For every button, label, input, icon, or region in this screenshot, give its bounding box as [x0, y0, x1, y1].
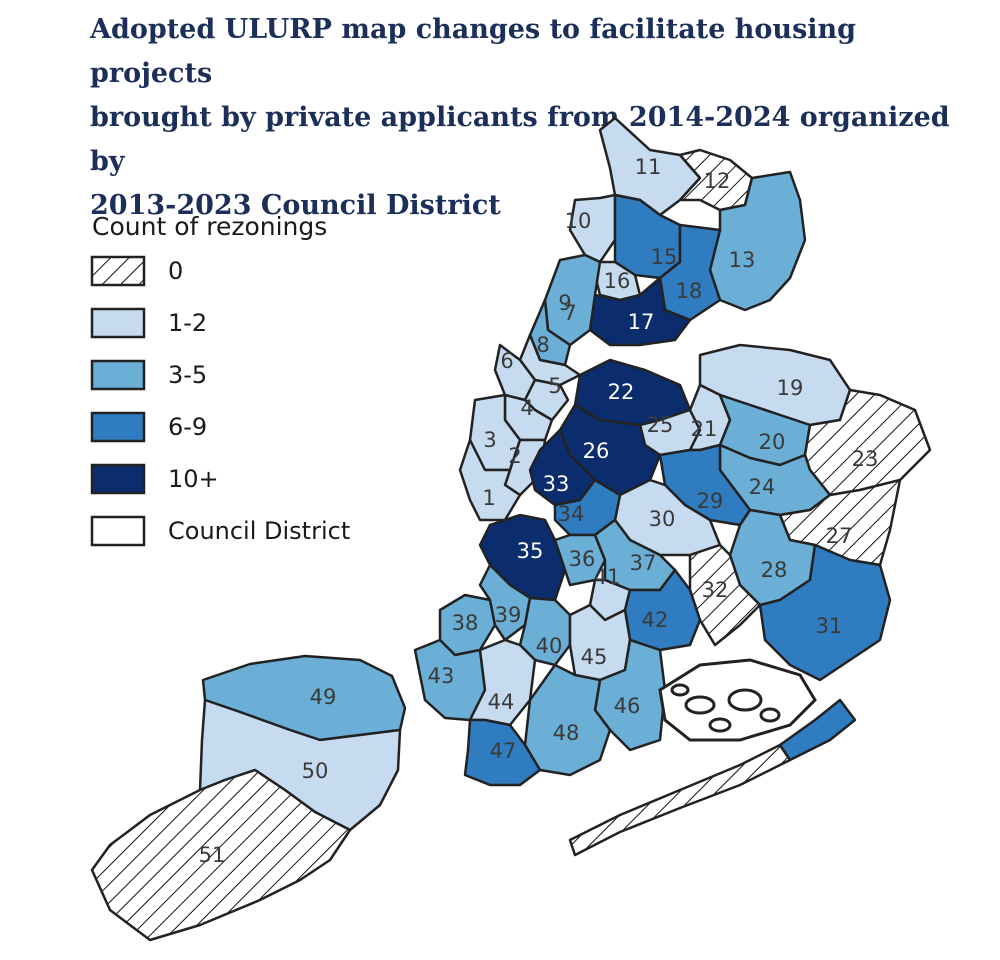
district-label-35: 35	[517, 539, 544, 563]
map-title-line-3: 2013-2023 Council District	[90, 190, 501, 221]
district-label-24: 24	[749, 475, 776, 499]
legend-swatches	[90, 255, 146, 547]
district-label-11: 11	[635, 155, 662, 179]
district-label-47: 47	[490, 739, 517, 763]
legend-text: Count of rezonings 0 1-2 3-5 6-9 10+ Cou…	[92, 212, 350, 545]
district-label-10: 10	[565, 209, 592, 233]
map-title: Adopted ULURP map changes to facilitate …	[90, 8, 970, 228]
district-label-13: 13	[729, 248, 756, 272]
legend-swatch-c1	[90, 307, 146, 339]
district-32-rockaway	[568, 743, 792, 857]
legend-swatch-outline	[90, 515, 146, 547]
district-label-29: 29	[697, 489, 724, 513]
district-label-4: 4	[520, 396, 533, 420]
district-label-50: 50	[302, 759, 329, 783]
district-31	[758, 543, 892, 682]
district-label-6: 6	[500, 349, 513, 373]
district-label-15: 15	[651, 245, 678, 269]
district-label-2: 2	[508, 444, 521, 468]
district-label-7: 7	[563, 301, 576, 325]
district-label-39: 39	[495, 603, 522, 627]
district-17	[588, 276, 692, 347]
district-label-45: 45	[581, 645, 608, 669]
district-label-9: 9	[558, 291, 571, 315]
district-label-8: 8	[536, 333, 549, 357]
district-label-23: 23	[852, 447, 879, 471]
legend-swatch-c2	[90, 359, 146, 391]
district-label-28: 28	[761, 558, 788, 582]
legend-title: Count of rezonings	[92, 212, 327, 241]
district-label-17: 17	[628, 310, 655, 334]
district-label-26: 26	[583, 439, 610, 463]
district-label-27: 27	[826, 524, 853, 548]
district-label-22: 22	[608, 380, 635, 404]
district-label-25: 25	[647, 413, 674, 437]
borough-shapes	[90, 116, 932, 942]
district-label-31: 31	[816, 614, 843, 638]
district-label-37: 37	[630, 551, 657, 575]
district-36	[553, 533, 607, 587]
legend-label-c1: 1-2	[168, 309, 207, 337]
legend-label-outline: Council District	[168, 517, 350, 545]
district-47	[463, 718, 542, 787]
district-31-rockaway	[778, 698, 857, 762]
district-label-32: 32	[702, 578, 729, 602]
legend-label-c2: 3-5	[168, 361, 207, 389]
district-label-48: 48	[553, 721, 580, 745]
district-label-41: 41	[594, 565, 621, 589]
district-label-46: 46	[614, 694, 641, 718]
district-label-33: 33	[543, 472, 570, 496]
map-title-line-2: brought by private applicants from 2014-…	[90, 102, 950, 177]
district-label-38: 38	[452, 611, 479, 635]
district-1	[458, 438, 522, 522]
district-label-16: 16	[604, 269, 631, 293]
district-label-21: 21	[691, 417, 718, 441]
district-label-18: 18	[676, 279, 703, 303]
district-label-1: 1	[482, 486, 495, 510]
district-label-49: 49	[310, 685, 337, 709]
district-label-44: 44	[488, 690, 515, 714]
map-title-line-1: Adopted ULURP map changes to facilitate …	[90, 14, 857, 89]
district-label-42: 42	[642, 608, 669, 632]
district-48	[523, 663, 612, 777]
legend-label-c4: 10+	[168, 465, 219, 493]
legend-swatch-c4	[90, 463, 146, 495]
district-label-19: 19	[777, 376, 804, 400]
jamaica-bay-marshes	[658, 658, 817, 742]
district-label-30: 30	[649, 507, 676, 531]
district-44	[468, 638, 537, 727]
district-labels: 1 2 3 4 5 6 7 8 9 10 11 12 13 15 16 17 1…	[199, 155, 879, 867]
district-10	[568, 193, 617, 264]
legend-label-c0: 0	[168, 257, 183, 285]
legend-swatch-c3	[90, 411, 146, 443]
district-label-36: 36	[569, 547, 596, 571]
district-51	[90, 768, 352, 942]
district-label-5: 5	[548, 374, 561, 398]
district-label-40: 40	[536, 634, 563, 658]
legend-swatch-c0	[90, 255, 146, 287]
district-label-20: 20	[759, 430, 786, 454]
district-label-3: 3	[483, 428, 496, 452]
district-label-34: 34	[558, 502, 585, 526]
district-label-51: 51	[199, 843, 226, 867]
district-label-43: 43	[428, 664, 455, 688]
district-label-12: 12	[704, 169, 731, 193]
legend-label-c3: 6-9	[168, 413, 207, 441]
